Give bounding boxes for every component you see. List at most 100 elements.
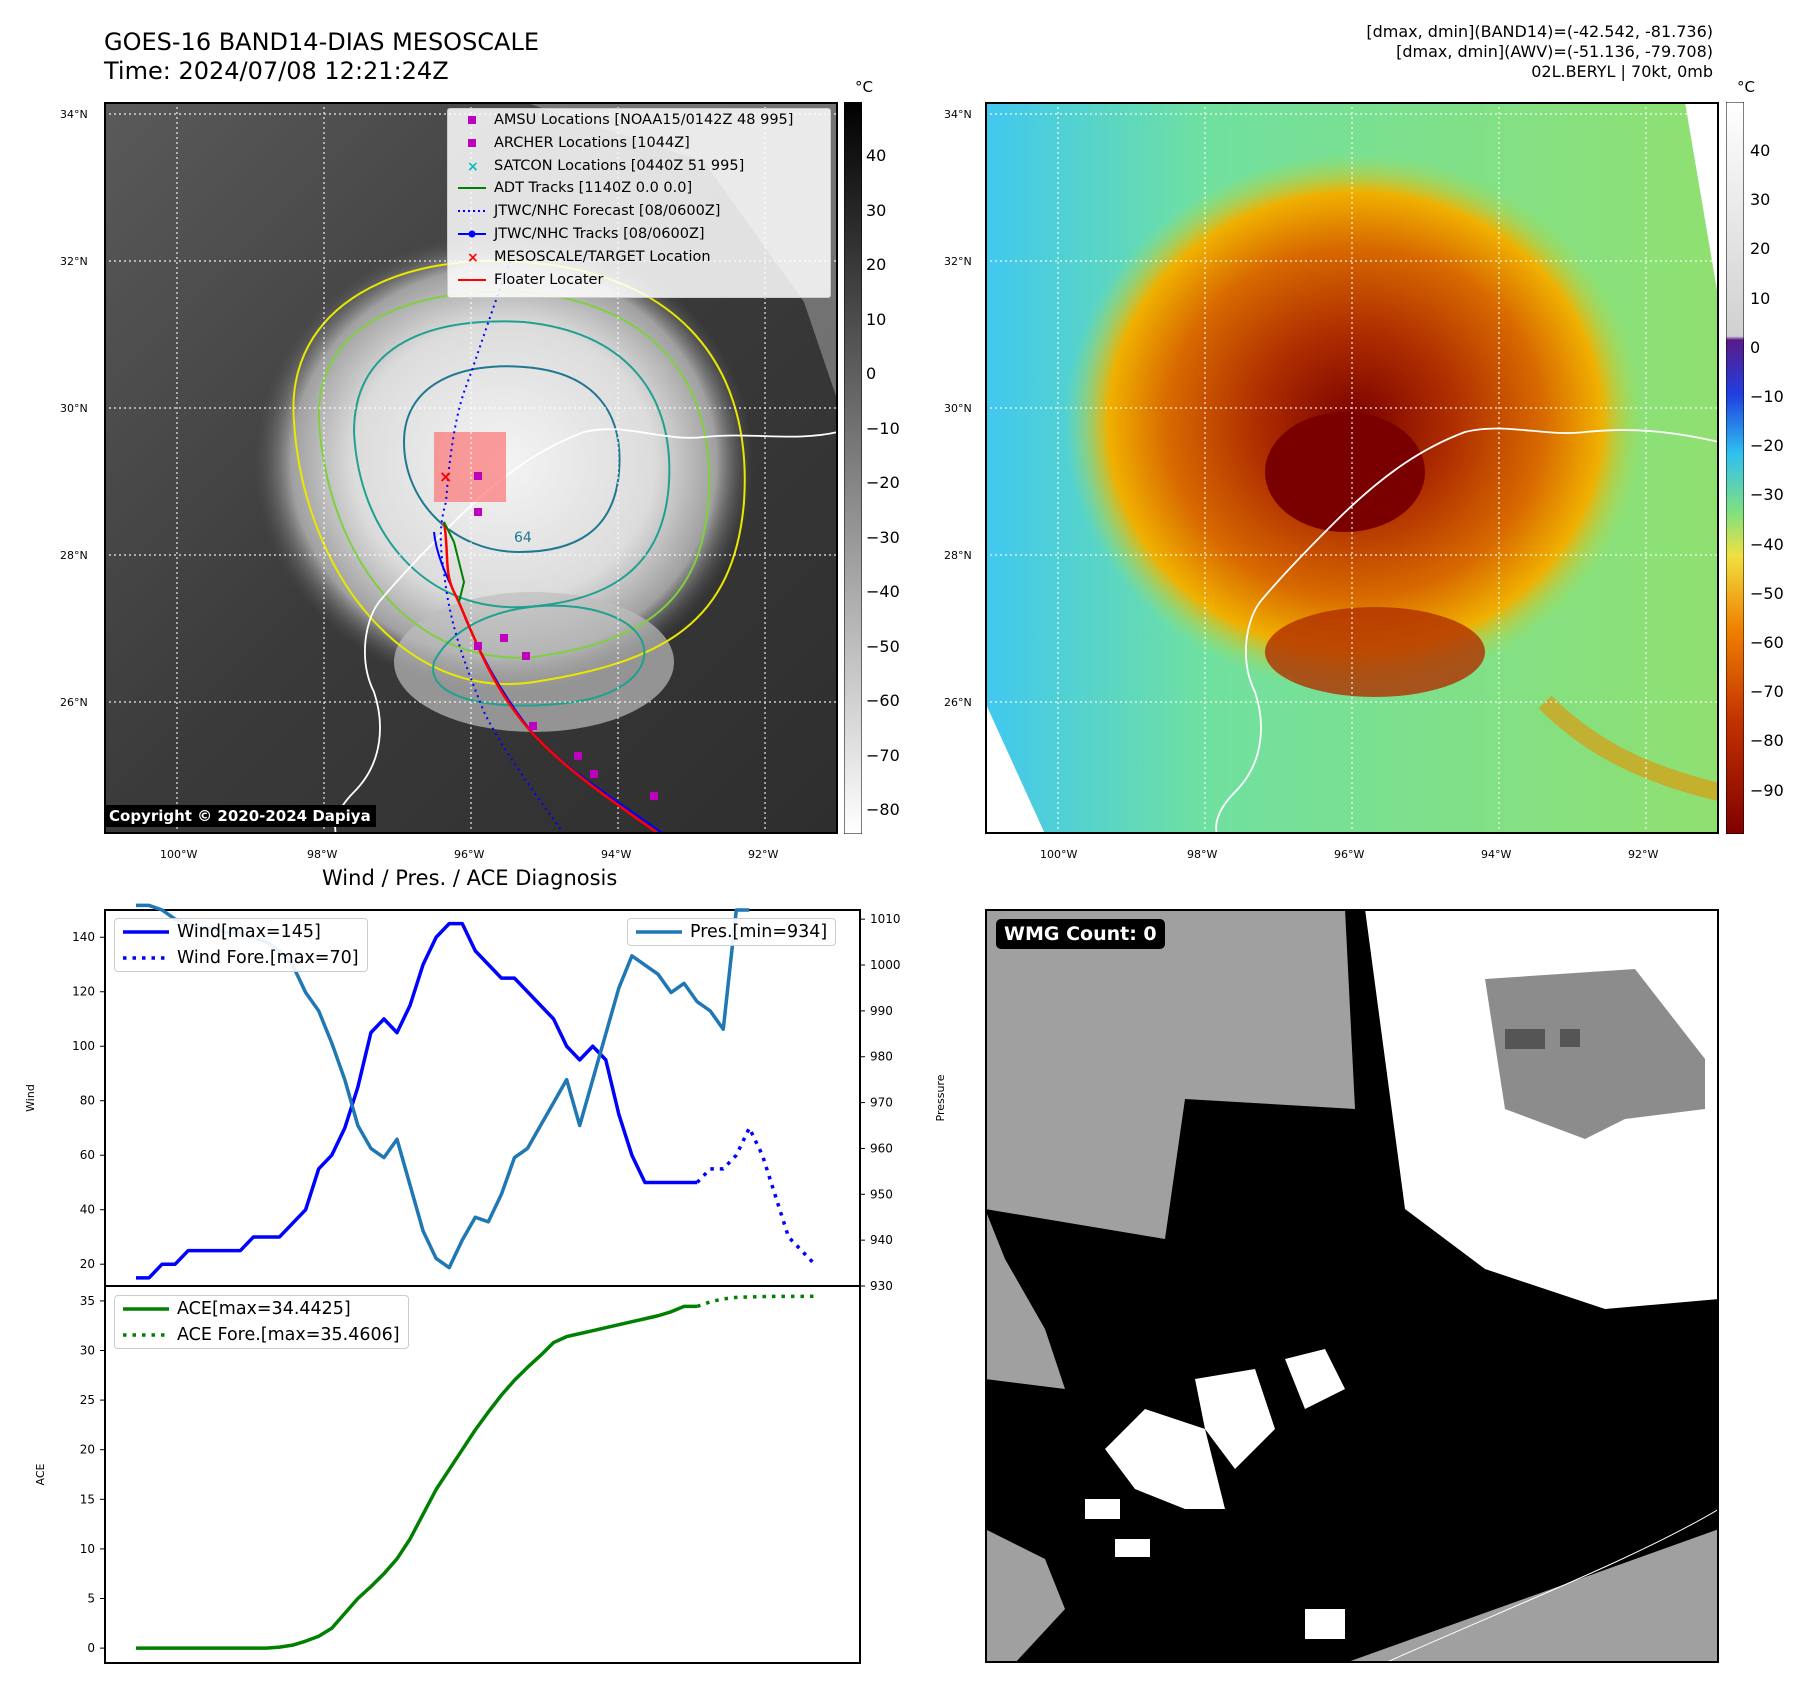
left-colorbar-tick: 20 [866, 255, 887, 274]
magenta-square-icon [456, 132, 488, 155]
left-colorbar-tick: −80 [866, 800, 900, 819]
wind-ytick-label: 20 [80, 1257, 95, 1271]
wind-ytick-label: 80 [80, 1094, 95, 1108]
svg-text:×: × [439, 467, 452, 486]
legend-jtwc-forecast: JTWC/NHC Forecast [08/0600Z] [448, 200, 830, 223]
pressure-ytick-label: 930 [870, 1279, 893, 1293]
right-colorbar-tick: −30 [1750, 485, 1784, 505]
left-colorbar-tick: 40 [866, 146, 887, 165]
diagnosis-title: Wind / Pres. / ACE Diagnosis [322, 866, 618, 890]
pressure-ytick-label: 940 [870, 1233, 893, 1247]
legend-satcon: × SATCON Locations [0440Z 51 995] [448, 155, 830, 178]
legend-amsu: AMSU Locations [NOAA15/0142Z 48 995] [448, 109, 830, 132]
right-colorbar-tick: 0 [1750, 337, 1761, 357]
left-colorbar-tick: −60 [866, 691, 900, 710]
wind-series-line [136, 921, 698, 1280]
left-colorbar-tick: 0 [866, 364, 877, 383]
left-colorbar-tick: 10 [866, 309, 887, 329]
lon-tick-94: 94°W [601, 848, 632, 861]
left-colorbar-unit: °C [855, 78, 873, 96]
red-line-icon [456, 269, 488, 292]
right-colorbar-tick: 10 [1750, 288, 1771, 308]
right-colorbar-tick: −50 [1750, 583, 1784, 603]
lat-tick-30: 30°N [60, 402, 88, 415]
right-colorbar-tick: −40 [1750, 534, 1784, 554]
legend-pressure: Pres.[min=934] [628, 919, 835, 945]
pressure-ytick-label: 1010 [870, 912, 901, 926]
right-map-frame [985, 102, 1719, 834]
red-x-icon: × [456, 246, 488, 269]
wind-ytick-label: 120 [72, 985, 95, 999]
r-lon-tick-94: 94°W [1481, 848, 1512, 861]
right-colorbar-tick: −20 [1750, 436, 1784, 456]
lat-tick-26: 26°N [60, 696, 88, 709]
legend-jtwc-tracks: JTWC/NHC Tracks [08/0600Z] [448, 223, 830, 246]
pressure-ytick-label: 1000 [870, 958, 901, 972]
lat-tick-34: 34°N [60, 108, 88, 121]
legend-adt: ADT Tracks [1140Z 0.0 0.0] [448, 177, 830, 200]
wind-axis-label: Wind [24, 1084, 37, 1112]
contour-label: 64 [514, 530, 532, 546]
ace-forecast-line [696, 1294, 815, 1309]
info-storm: 02L.BERYL | 70kt, 0mb [1531, 62, 1713, 81]
wmg-frame [985, 909, 1719, 1663]
left-map-frame [104, 102, 838, 834]
svg-text:×: × [467, 250, 479, 266]
ace-axis-label: ACE [34, 1463, 47, 1485]
ace-ytick-label: 20 [80, 1443, 95, 1457]
ace-ytick-label: 0 [87, 1641, 95, 1655]
info-band14: [dmax, dmin](BAND14)=(-42.542, -81.736) [1366, 22, 1713, 41]
magenta-square-icon [456, 109, 488, 132]
blue-line-icon [121, 919, 171, 945]
copyright: Copyright © 2020-2024 Dapiya [104, 805, 376, 827]
right-colorbar-tick: −10 [1750, 387, 1784, 406]
legend-ace-forecast: ACE Fore.[max=35.4606] [115, 1322, 408, 1348]
steelblue-line-icon [634, 919, 684, 945]
r-lat-tick-28: 28°N [944, 549, 972, 562]
left-colorbar [844, 102, 862, 834]
left-colorbar-tick: −30 [866, 527, 900, 547]
blue-dotted-line-icon [121, 945, 171, 971]
r-lat-tick-34: 34°N [944, 108, 972, 121]
wmg-count-badge: WMG Count: 0 [996, 919, 1165, 949]
pressure-ytick-label: 960 [870, 1141, 893, 1155]
lon-tick-92: 92°W [748, 848, 779, 861]
map-legend: AMSU Locations [NOAA15/0142Z 48 995] ARC… [447, 108, 831, 298]
ace-panel-frame [104, 1285, 861, 1664]
legend-wind: Wind[max=145] [115, 919, 367, 945]
r-lat-tick-26: 26°N [944, 696, 972, 709]
map-time: Time: 2024/07/08 12:21:24Z [104, 57, 449, 85]
pressure-ytick-label: 980 [870, 1050, 893, 1064]
ace-ytick-label: 10 [80, 1542, 95, 1556]
lon-tick-96: 96°W [454, 848, 485, 861]
wind-ytick-label: 140 [72, 930, 95, 944]
r-lon-tick-92: 92°W [1628, 848, 1659, 861]
r-lat-tick-30: 30°N [944, 402, 972, 415]
pressure-legend: Pres.[min=934] [627, 918, 837, 946]
svg-text:×: × [467, 159, 479, 175]
ace-ytick-label: 35 [80, 1294, 95, 1308]
lon-tick-100: 100°W [160, 848, 198, 861]
wind-ytick-label: 100 [72, 1039, 95, 1053]
right-colorbar-unit: °C [1737, 78, 1755, 96]
right-colorbar-tick: 20 [1750, 239, 1771, 259]
ace-ytick-label: 15 [80, 1492, 95, 1506]
legend-ace: ACE[max=34.4425] [115, 1296, 408, 1322]
ace-series-line [136, 1304, 698, 1650]
pressure-ytick-label: 990 [870, 1004, 893, 1018]
pressure-ytick-label: 950 [870, 1187, 893, 1201]
right-colorbar-tick: 40 [1750, 141, 1771, 160]
right-colorbar [1726, 102, 1744, 834]
left-colorbar-tick: −10 [866, 418, 900, 438]
legend-floater: Floater Locater [448, 269, 830, 292]
lon-tick-98: 98°W [307, 848, 338, 861]
cyan-x-icon: × [456, 155, 488, 178]
map-title: GOES-16 BAND14-DIAS MESOSCALE [104, 28, 540, 56]
wind-ytick-label: 40 [80, 1203, 95, 1217]
info-awv: [dmax, dmin](AWV)=(-51.136, -79.708) [1396, 42, 1713, 61]
green-dotted-line-icon [121, 1322, 171, 1348]
right-colorbar-tick: −80 [1750, 731, 1784, 751]
right-satellite-map [985, 102, 1719, 834]
left-colorbar-tick: −20 [866, 473, 900, 492]
green-line-icon [456, 177, 488, 200]
